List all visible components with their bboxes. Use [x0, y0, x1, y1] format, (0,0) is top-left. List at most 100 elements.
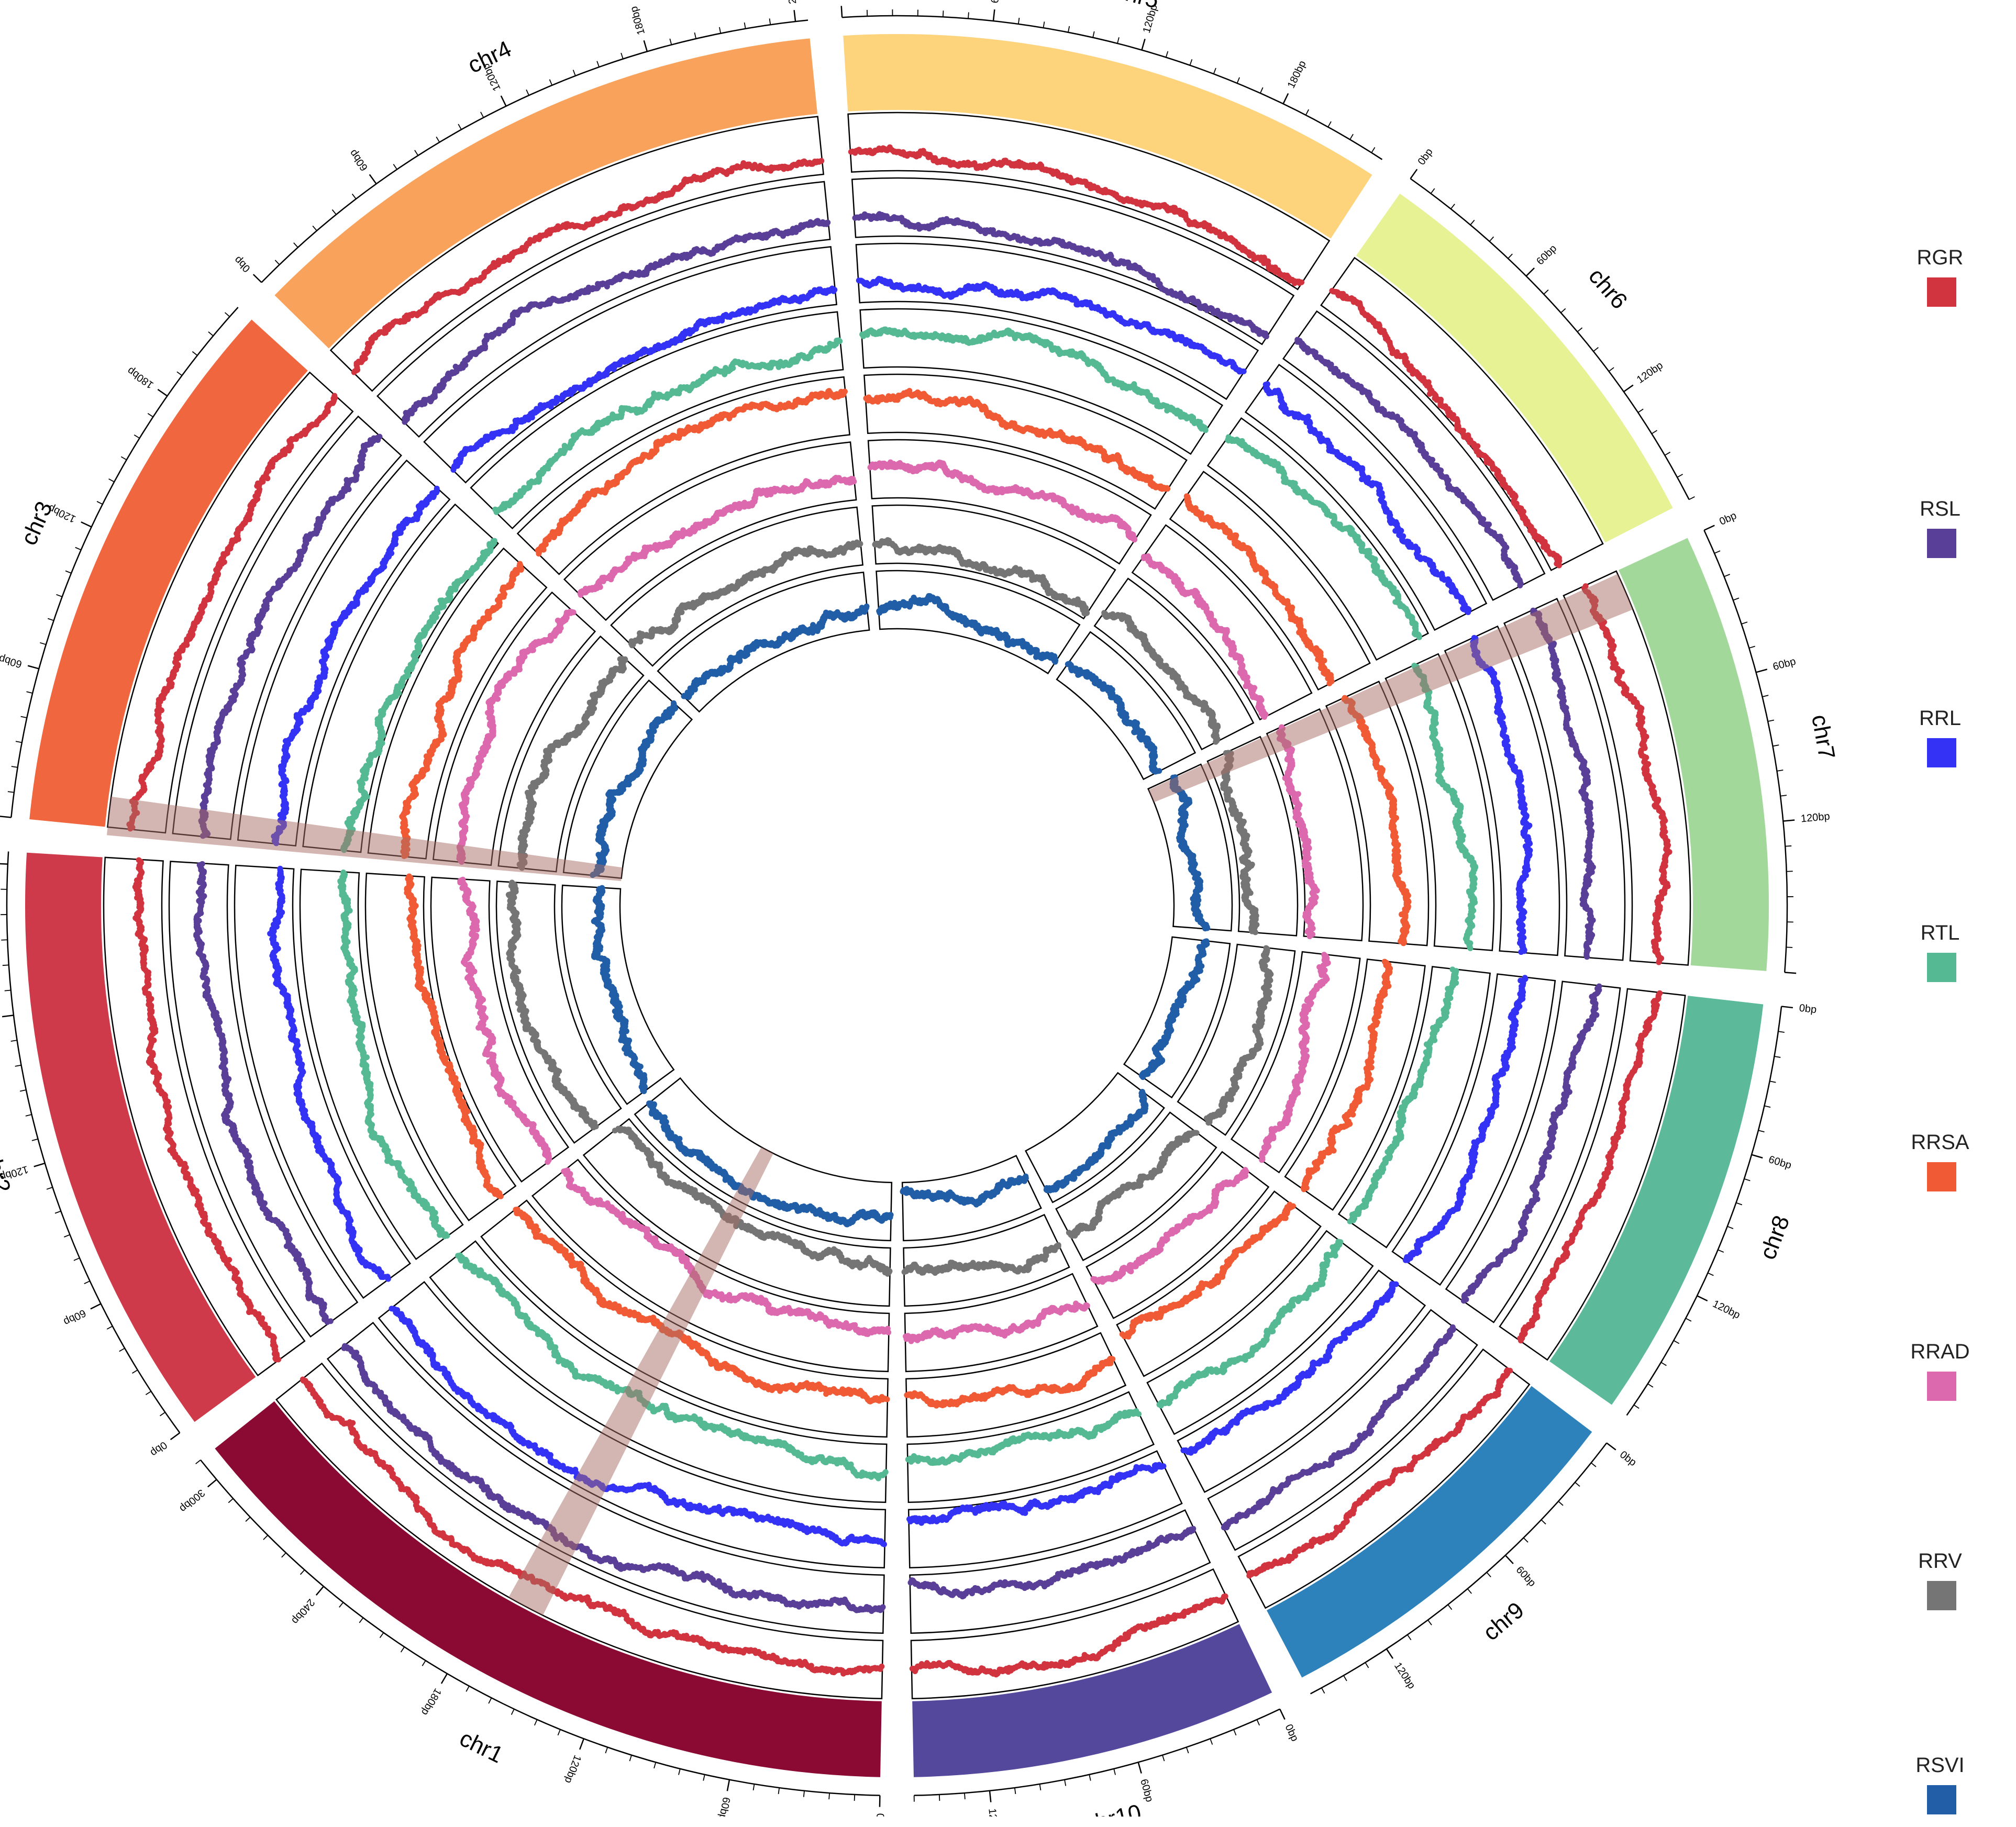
track-point-rrl	[389, 1306, 394, 1311]
tick-mark	[794, 10, 796, 21]
tick-mark	[56, 595, 62, 597]
tick-mark	[263, 1535, 268, 1540]
tick-mark	[1665, 452, 1670, 455]
tick-mark	[28, 666, 39, 669]
tick-mark	[40, 643, 46, 645]
tick-mark	[48, 618, 53, 620]
tick-mark	[1089, 1775, 1091, 1781]
tick-mark	[841, 6, 842, 17]
tick-mark	[1736, 1202, 1742, 1205]
tick-mark	[1214, 68, 1216, 74]
tick-mark	[109, 479, 115, 482]
tick-mark	[535, 1720, 537, 1725]
tick-mark	[501, 96, 506, 106]
tick-mark	[745, 23, 746, 29]
tick-mark	[282, 1553, 286, 1557]
tick-mark	[1778, 1031, 1785, 1032]
tick-mark	[1431, 188, 1435, 194]
tick-mark	[1040, 1784, 1041, 1790]
track-point-rtl	[455, 1253, 461, 1258]
tick-mark	[1785, 972, 1796, 973]
tick-mark	[1350, 134, 1353, 139]
tick-mark	[316, 1586, 324, 1595]
tick-mark	[1752, 1155, 1763, 1158]
tick-mark	[1593, 348, 1598, 351]
tick-mark	[294, 243, 298, 248]
tick-label: 120bp	[1635, 360, 1665, 386]
tick-mark	[415, 150, 418, 155]
tick-mark	[436, 137, 439, 142]
tick-mark	[1758, 1130, 1765, 1132]
chromosome-block-chr6	[1356, 194, 1673, 543]
tick-mark	[1408, 1635, 1411, 1640]
tick-label: 60bp	[62, 1307, 88, 1328]
tick-mark	[1652, 430, 1657, 433]
tick-mark	[990, 1791, 991, 1802]
tick-mark	[313, 226, 317, 231]
tick-mark	[1674, 1341, 1679, 1344]
tick-mark	[1448, 1605, 1452, 1609]
tick-mark	[727, 1780, 729, 1791]
tick-mark	[1764, 1106, 1770, 1107]
tick-mark	[32, 1139, 38, 1141]
tick-label: 60bp	[1138, 1778, 1155, 1803]
tick-mark	[526, 90, 529, 95]
tick-label: 0bp	[1718, 510, 1738, 528]
tick-mark	[1468, 1589, 1472, 1594]
tick-mark	[481, 112, 484, 118]
tick-label: 60bp	[1771, 655, 1797, 673]
tick-mark	[1018, 18, 1020, 24]
tick-mark	[670, 39, 671, 45]
tick-mark	[1322, 1688, 1325, 1694]
tick-mark	[1068, 26, 1069, 32]
tick-mark	[597, 61, 599, 67]
tick-mark	[605, 1747, 607, 1753]
tick-mark	[943, 10, 944, 17]
tick-mark	[171, 1433, 180, 1440]
tick-label: 60bp	[0, 653, 23, 670]
tick-mark	[332, 209, 336, 214]
tick-mark	[1624, 385, 1633, 392]
tick-mark	[550, 80, 552, 85]
tick-mark	[1661, 1362, 1666, 1365]
tick-mark	[196, 1460, 201, 1464]
tick-label: 240bp	[784, 0, 799, 5]
tick-label: 180bp	[125, 365, 156, 391]
tick-mark	[275, 260, 279, 265]
tick-mark	[65, 571, 71, 573]
tick-mark	[1043, 21, 1044, 28]
tick-mark	[119, 1348, 125, 1351]
tick-mark	[2, 1015, 14, 1017]
tick-mark	[629, 1755, 632, 1761]
tick-mark	[0, 816, 11, 817]
tick-label: 60bp	[989, 0, 1003, 4]
tick-mark	[1117, 37, 1119, 43]
tick-mark	[1365, 1663, 1368, 1668]
tick-mark	[968, 12, 969, 18]
tick-mark	[1283, 94, 1289, 104]
tick-mark	[1744, 1179, 1750, 1181]
track-point-rrad	[561, 1168, 567, 1174]
tick-mark	[1210, 1739, 1212, 1744]
tick-mark	[694, 32, 696, 39]
tick-mark	[1714, 551, 1720, 553]
tick-mark	[1768, 720, 1774, 721]
tick-mark	[208, 1479, 217, 1487]
tick-label: 0bp	[1618, 1449, 1638, 1469]
tick-mark	[225, 313, 230, 317]
tick-mark	[1065, 1780, 1066, 1786]
tick-mark	[489, 1698, 491, 1703]
tick-mark	[654, 1762, 656, 1768]
tick-mark	[148, 414, 153, 417]
tick-mark	[1686, 1318, 1691, 1321]
tick-mark	[644, 40, 647, 51]
tick-mark	[1575, 1483, 1580, 1487]
tick-mark	[208, 332, 213, 336]
tick-label: 180bp	[419, 1686, 444, 1717]
tick-mark	[1704, 526, 1714, 530]
chromosome-block-chr9	[1267, 1386, 1592, 1678]
tick-label: 0bp	[232, 254, 252, 274]
tick-mark	[301, 1570, 305, 1575]
tick-mark	[1718, 1250, 1724, 1252]
tick-label: 0bp	[874, 1813, 886, 1817]
